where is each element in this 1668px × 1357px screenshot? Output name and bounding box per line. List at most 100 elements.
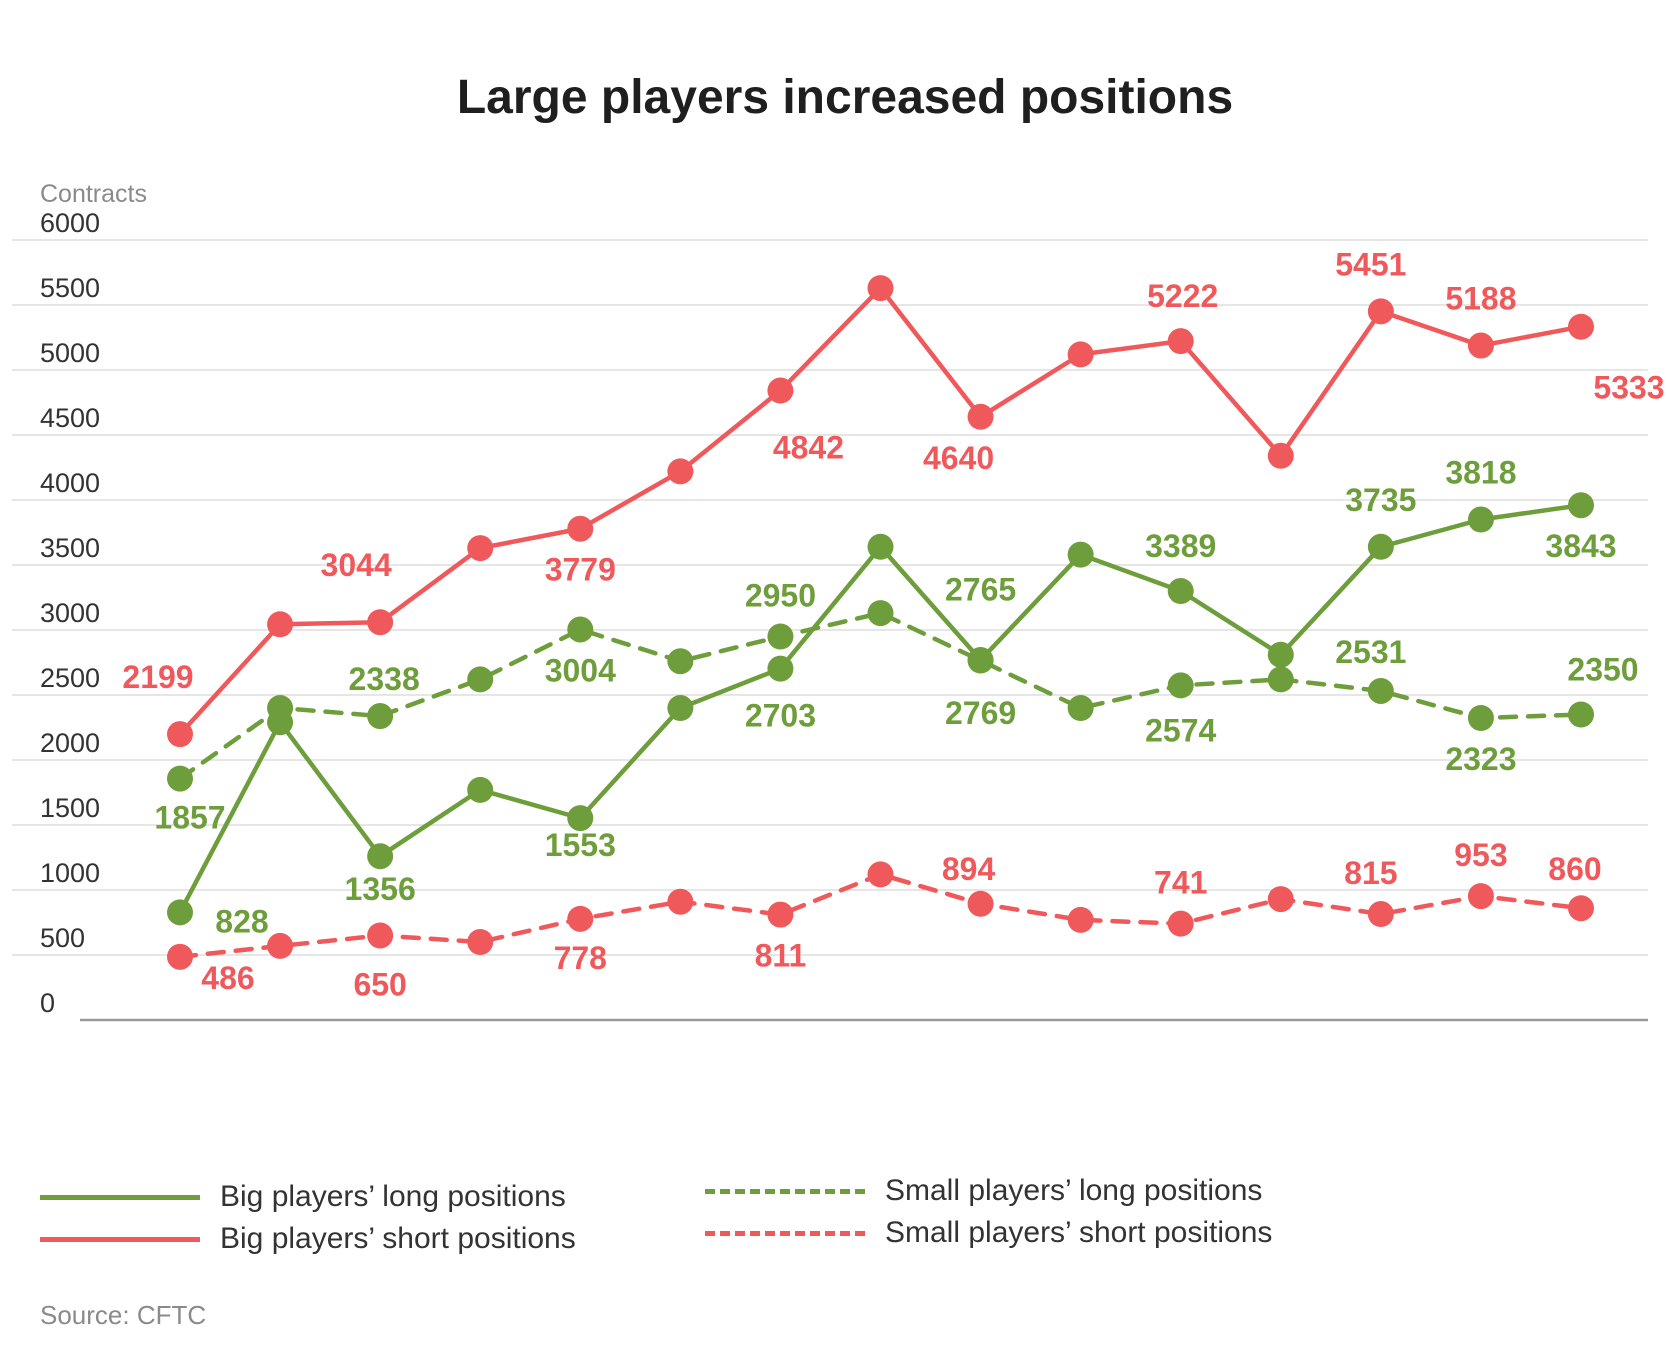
data-point	[1167, 672, 1194, 699]
data-label: 3843	[1545, 528, 1616, 564]
data-point	[267, 932, 294, 959]
data-point	[1367, 298, 1394, 325]
y-tick-label: 4000	[40, 468, 100, 498]
data-point	[1167, 328, 1194, 355]
data-point	[967, 890, 994, 917]
y-tick-label: 1500	[40, 793, 100, 823]
y-tick-label: 1000	[40, 858, 100, 888]
data-point	[1467, 705, 1494, 732]
data-point	[1167, 910, 1194, 937]
data-point	[1568, 313, 1594, 340]
data-label: 2703	[745, 698, 816, 734]
data-point	[1067, 906, 1094, 933]
data-point	[667, 888, 694, 915]
data-point	[467, 776, 494, 803]
data-point	[167, 899, 193, 926]
legend: Big players’ long positions Big players’…	[40, 1174, 1440, 1290]
data-label: 894	[942, 851, 996, 887]
data-label: 2950	[745, 578, 816, 614]
series-line-2	[177, 610, 1584, 781]
legend-label-big-short: Big players’ short positions	[220, 1222, 576, 1255]
legend-swatch-small-long	[705, 1188, 865, 1194]
chart-title: Large players increased positions	[456, 71, 1234, 124]
data-point	[1367, 533, 1394, 560]
data-label: 5333	[1593, 370, 1664, 406]
data-label: 1857	[154, 800, 225, 836]
data-point	[1067, 541, 1094, 568]
data-label: 5451	[1335, 246, 1406, 282]
data-point	[867, 533, 894, 560]
data-point	[1267, 442, 1294, 469]
data-label: 2531	[1335, 634, 1406, 670]
data-point	[367, 922, 394, 949]
data-label: 1553	[545, 827, 616, 863]
data-label: 2338	[349, 661, 420, 697]
data-point	[467, 929, 494, 955]
data-point	[567, 905, 594, 932]
data-point	[567, 616, 594, 643]
data-point	[1568, 895, 1594, 922]
data-point	[767, 377, 794, 404]
data-label: 953	[1454, 837, 1507, 873]
data-label: 2323	[1445, 741, 1516, 777]
y-tick-label: 0	[40, 988, 55, 1018]
y-tick-label: 500	[40, 923, 85, 953]
legend-swatch-small-short	[705, 1230, 865, 1236]
legend-label-big-long: Big players’ long positions	[220, 1180, 566, 1213]
data-point	[467, 535, 494, 562]
legend-swatch-big-long	[40, 1194, 200, 1200]
data-label: 5188	[1445, 281, 1516, 317]
data-point	[1467, 883, 1494, 910]
data-point	[1367, 677, 1394, 704]
data-point	[867, 275, 894, 302]
y-tick-label: 2000	[40, 728, 100, 758]
data-label: 778	[554, 940, 607, 976]
data-point	[167, 943, 193, 970]
data-point	[667, 648, 694, 675]
data-point	[667, 458, 694, 485]
data-label: 2765	[945, 572, 1016, 608]
data-label: 2199	[122, 659, 193, 695]
data-label: 741	[1154, 865, 1207, 901]
y-axis-unit-label: Contracts	[40, 180, 147, 208]
data-point	[667, 695, 694, 721]
data-point	[567, 805, 594, 832]
data-label: 860	[1548, 851, 1601, 887]
legend-item-big-short: Big players’ short positions	[40, 1222, 576, 1256]
legend-label-small-short: Small players’ short positions	[885, 1216, 1273, 1249]
data-label: 3735	[1345, 482, 1416, 518]
data-point	[1467, 332, 1494, 359]
y-tick-label: 5000	[40, 338, 100, 368]
data-label: 3044	[321, 547, 392, 583]
data-point	[967, 403, 994, 430]
data-point	[1568, 492, 1594, 519]
data-point	[367, 703, 394, 730]
data-labels: 486 650 778 811 894 741 815 953 860 1857 2338 3004 2…	[122, 246, 1664, 1002]
data-label: 828	[215, 903, 268, 939]
data-label: 650	[353, 967, 406, 1003]
data-label: 2350	[1567, 652, 1638, 688]
legend-swatch-big-short	[40, 1236, 200, 1242]
data-label: 2769	[945, 695, 1016, 731]
data-label: 3004	[545, 652, 616, 688]
data-label: 811	[755, 938, 807, 974]
data-point	[267, 611, 294, 638]
data-point	[767, 901, 794, 928]
series-points	[167, 275, 1594, 970]
data-point	[1467, 506, 1494, 533]
data-label: 2574	[1145, 712, 1216, 748]
data-point	[167, 765, 193, 792]
data-point	[1367, 901, 1394, 928]
source-note: Source: CFTC	[40, 1300, 207, 1330]
y-tick-label: 4500	[40, 403, 100, 433]
data-point	[867, 861, 894, 888]
y-tick-label: 6000	[40, 208, 100, 238]
legend-item-small-long: Small players’ long positions	[705, 1174, 1262, 1208]
data-point	[767, 655, 794, 682]
data-label: 4640	[923, 440, 994, 476]
data-label: 5222	[1147, 278, 1218, 314]
data-point	[1167, 578, 1194, 604]
data-label: 3779	[545, 552, 616, 588]
data-label: 3818	[1445, 455, 1516, 491]
